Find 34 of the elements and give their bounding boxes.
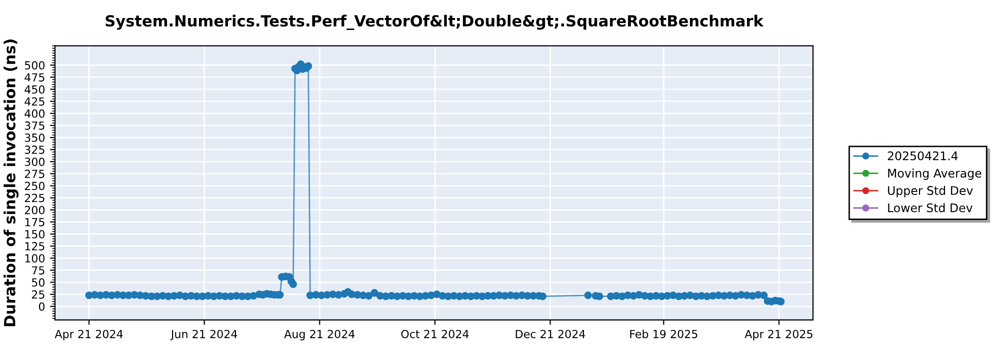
x-tick-label: Jun 21 2024: [170, 330, 238, 340]
legend-label: 20250421.4: [888, 151, 958, 160]
chart-title: System.Numerics.Tests.Perf_VectorOf&lt;Double&gt;.SquareRootBenchmark: [106, 14, 764, 30]
y-tick-label: 350: [24, 133, 45, 142]
y-tick-label: 375: [24, 121, 44, 130]
legend-label: Moving Average: [888, 168, 982, 180]
y-tick-label: 175: [25, 218, 44, 226]
y-tick-label: 225: [24, 194, 44, 202]
x-tick-label: Aug 21 2024: [284, 330, 355, 340]
y-tick-label: 400: [24, 109, 45, 118]
legend-label: Upper Std Dev: [888, 186, 973, 198]
legend-label: Lower Std Dev: [888, 203, 972, 212]
y-tick-label: 50: [32, 278, 45, 287]
y-tick-label: 275: [24, 170, 44, 178]
y-tick-label: 25: [32, 290, 44, 299]
x-tick-label: Feb 19 2025: [630, 330, 698, 338]
y-tick-label: 425: [24, 97, 44, 106]
y-tick-label: 250: [24, 182, 45, 190]
y-tick-label: 300: [24, 158, 45, 166]
x-tick-label: Dec 21 2024: [516, 330, 586, 338]
x-tick-label: Oct 21 2024: [401, 330, 469, 338]
y-tick-label: 125: [25, 242, 44, 250]
y-axis-title: Duration of single invocation (ns): [4, 40, 19, 326]
y-tick-label: 325: [24, 146, 44, 154]
x-tick-label: Apr 21 2024: [54, 330, 123, 340]
y-tick-label: 75: [32, 266, 44, 275]
y-tick-label: 0: [38, 302, 45, 311]
y-tick-label: 500: [24, 61, 45, 70]
y-tick-label: 475: [24, 73, 44, 82]
y-tick-label: 200: [24, 206, 45, 214]
y-tick-label: 100: [25, 254, 45, 263]
x-tick-label: Apr 21 2025: [744, 330, 812, 340]
y-tick-label: 450: [24, 85, 45, 94]
y-tick-label: 150: [25, 230, 45, 238]
